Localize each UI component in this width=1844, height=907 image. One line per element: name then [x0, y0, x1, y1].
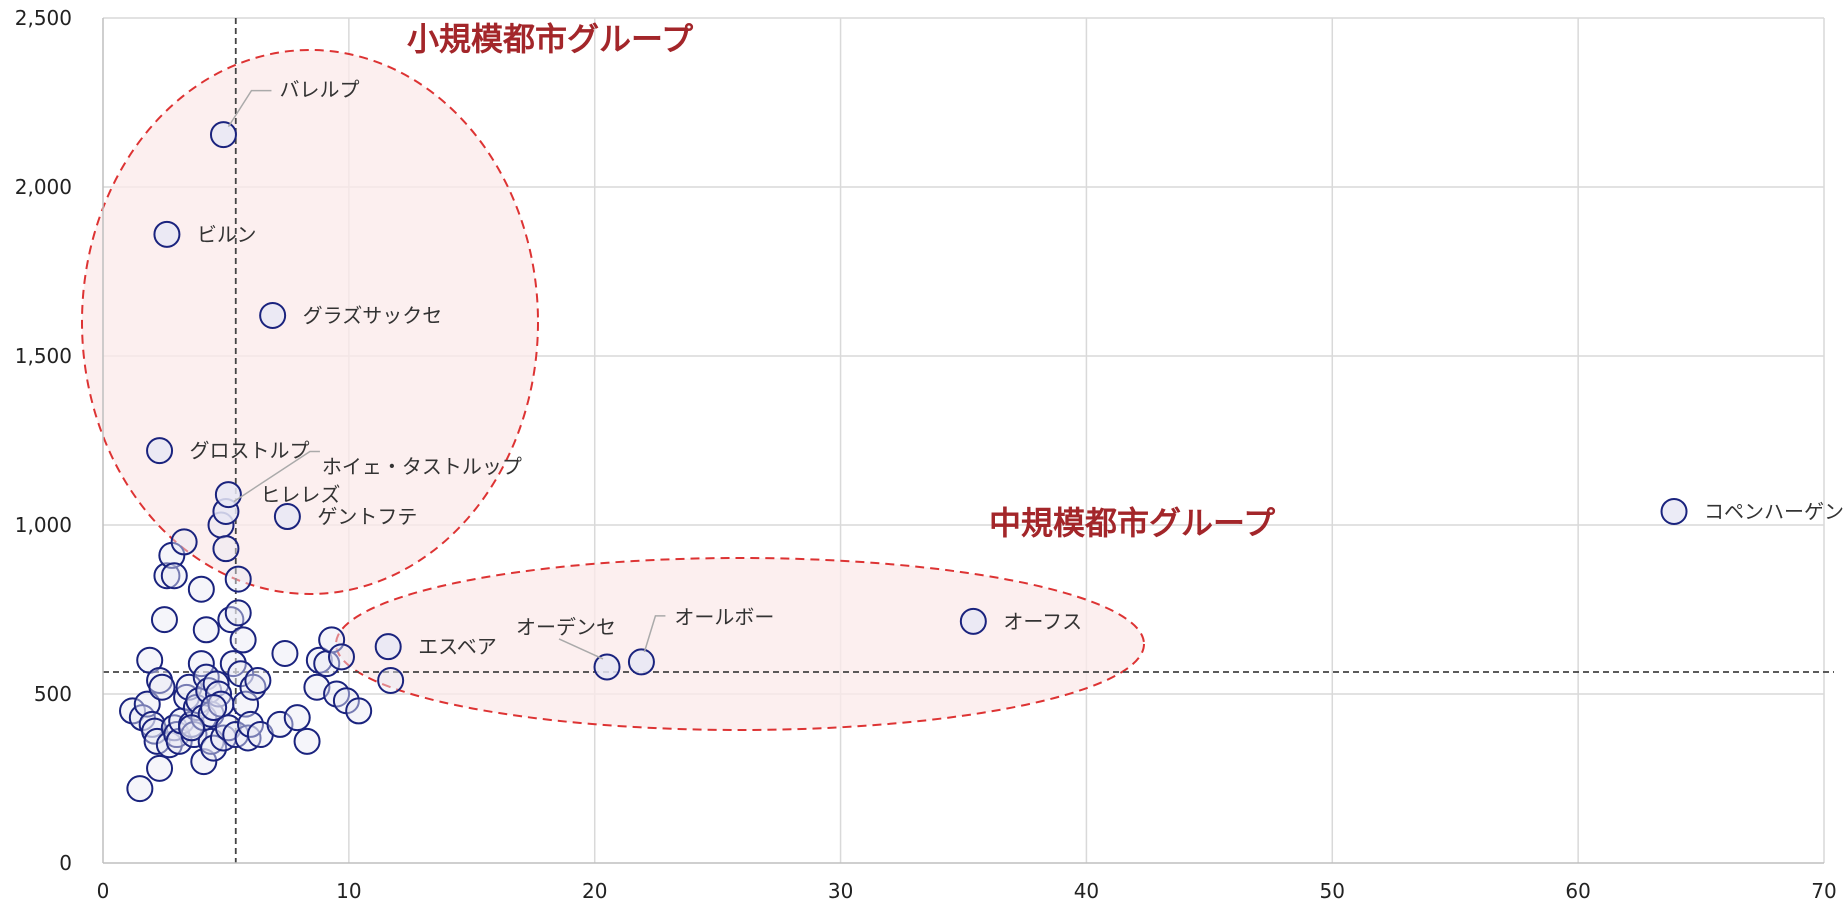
point-label: グロストルプ: [190, 439, 310, 463]
data-point: [212, 535, 240, 563]
data-point: [190, 748, 218, 776]
data-point: [244, 666, 272, 694]
data-point: [192, 616, 220, 644]
data-point: [200, 734, 228, 762]
labeled-data-point: [1660, 497, 1688, 525]
x-tick-label: 50: [1320, 879, 1345, 903]
data-point: [229, 626, 257, 654]
data-point: [377, 666, 405, 694]
leader-line: [227, 89, 272, 128]
y-tick-label: 0: [59, 851, 72, 875]
data-point: [318, 626, 346, 654]
group-labels: 小規模都市グループ 中規模都市グループ: [407, 20, 1276, 542]
data-point: [345, 697, 373, 725]
labeled-data-point: [374, 633, 402, 661]
data-point: [148, 673, 176, 701]
y-tick-label: 2,500: [15, 6, 72, 30]
data-point: [170, 528, 198, 556]
data-point: [293, 727, 321, 755]
data-point: [153, 562, 181, 590]
leader-line: [643, 615, 666, 653]
point-label: ヒレレズ: [260, 483, 340, 507]
point-labels: バレルプビルングラズサックセグロストルプホイェ・タストルップヒレレズゲントフテエ…: [190, 78, 1844, 660]
point-label: グラズサックセ: [303, 303, 443, 327]
point-label: ゲントフテ: [317, 505, 417, 529]
data-point: [133, 690, 161, 718]
mid-city-group-ellipse: [335, 557, 1145, 731]
labeled-data-point: [153, 220, 181, 248]
x-tick-label: 40: [1074, 879, 1099, 903]
data-point: [200, 694, 228, 722]
leader-line: [233, 450, 320, 503]
labeled-data-point: [959, 607, 987, 635]
x-tick-label: 30: [828, 879, 853, 903]
data-points: [119, 121, 1688, 803]
x-tick-label: 0: [97, 879, 110, 903]
y-tick-label: 1,500: [15, 344, 72, 368]
y-tick-label: 2,000: [15, 175, 72, 199]
data-point: [224, 565, 252, 593]
x-tick-label: 10: [336, 879, 361, 903]
data-point: [266, 710, 294, 738]
data-point: [160, 562, 188, 590]
labeled-data-point: [209, 121, 237, 149]
point-label: コペンハーゲン: [1704, 499, 1844, 523]
data-point: [202, 670, 230, 698]
data-point: [237, 710, 265, 738]
point-label: ホイェ・タストルップ: [322, 454, 522, 478]
x-tick-label: 20: [582, 879, 607, 903]
point-label: オーデンセ: [516, 615, 616, 639]
data-point: [327, 643, 355, 671]
point-label: オールボー: [674, 605, 774, 629]
point-label: バレルプ: [279, 78, 359, 102]
labeled-data-point: [273, 503, 301, 531]
axes: 0 10 20 30 40 50 60 70 0 500 1,000 1,500 2,000 2,500: [15, 6, 1837, 903]
group-ellipses: [81, 49, 1145, 731]
mid-city-group-label: 中規模都市グループ: [989, 504, 1276, 542]
point-label: オーフス: [1003, 609, 1082, 633]
data-point: [150, 606, 178, 634]
leader-line: [558, 638, 604, 660]
y-tick-label: 1,000: [15, 513, 72, 537]
small-city-group-ellipse: [81, 49, 539, 595]
small-city-group-label: 小規模都市グループ: [407, 20, 694, 58]
labeled-data-point: [259, 301, 287, 329]
data-point: [126, 775, 154, 803]
data-point: [146, 754, 174, 782]
data-point: [187, 575, 215, 603]
labeled-data-point: [627, 648, 655, 676]
labeled-data-point: [214, 481, 242, 509]
labeled-data-point: [593, 653, 621, 681]
data-point: [178, 714, 206, 742]
point-label: ビルン: [197, 222, 257, 246]
data-point: [141, 717, 169, 745]
x-tick-label: 70: [1811, 879, 1836, 903]
data-point: [283, 704, 311, 732]
y-tick-label: 500: [34, 682, 72, 706]
data-point: [232, 690, 260, 718]
data-point: [224, 599, 252, 627]
data-point: [271, 639, 299, 667]
x-tick-label: 60: [1565, 879, 1590, 903]
labeled-data-point: [146, 437, 174, 465]
point-label: エスベア: [418, 635, 497, 659]
